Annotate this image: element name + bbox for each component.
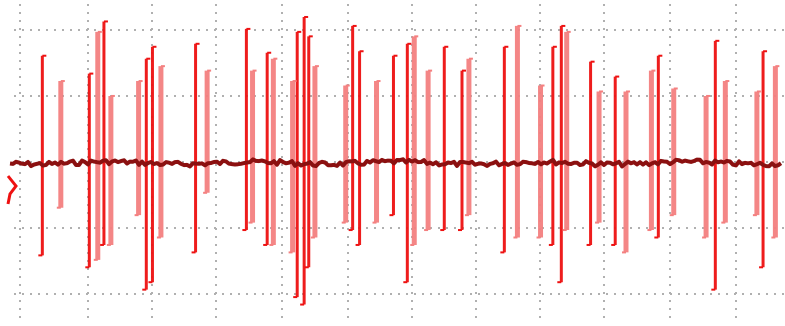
baseline-line xyxy=(9,157,783,169)
baseline-trace xyxy=(6,157,783,205)
edge-artifact xyxy=(6,175,18,205)
